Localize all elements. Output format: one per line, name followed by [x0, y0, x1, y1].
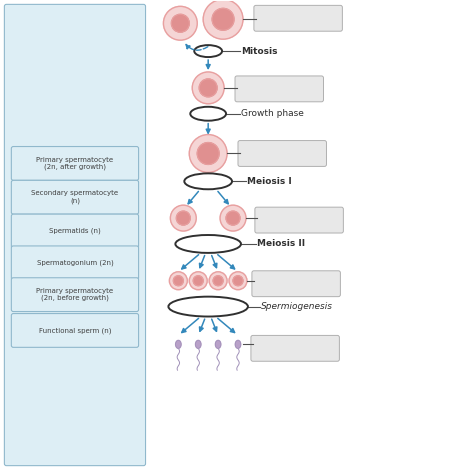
Circle shape [197, 143, 219, 164]
Circle shape [192, 72, 224, 104]
Ellipse shape [235, 340, 241, 348]
Text: Spermatogonium (2n): Spermatogonium (2n) [36, 260, 113, 266]
Circle shape [193, 276, 203, 286]
Ellipse shape [195, 340, 201, 348]
Circle shape [226, 211, 240, 225]
Circle shape [203, 0, 243, 39]
Text: Meiosis II: Meiosis II [257, 239, 305, 248]
FancyBboxPatch shape [11, 180, 138, 214]
FancyBboxPatch shape [238, 141, 327, 167]
FancyBboxPatch shape [11, 246, 138, 280]
Text: Secondary spermatocyte
(n): Secondary spermatocyte (n) [31, 191, 118, 204]
Text: Functional sperm (n): Functional sperm (n) [39, 327, 111, 334]
FancyBboxPatch shape [4, 4, 146, 466]
Circle shape [229, 272, 247, 290]
Circle shape [209, 272, 227, 290]
Circle shape [169, 272, 187, 290]
FancyBboxPatch shape [255, 207, 343, 233]
Circle shape [220, 205, 246, 231]
FancyBboxPatch shape [11, 146, 138, 180]
FancyBboxPatch shape [11, 313, 138, 347]
Circle shape [212, 8, 234, 30]
Circle shape [170, 205, 196, 231]
Circle shape [189, 272, 207, 290]
FancyBboxPatch shape [235, 76, 323, 102]
Ellipse shape [175, 340, 181, 348]
Circle shape [172, 14, 189, 32]
FancyBboxPatch shape [11, 214, 138, 248]
FancyBboxPatch shape [254, 5, 342, 31]
Circle shape [176, 211, 190, 225]
Circle shape [189, 135, 227, 172]
Text: Primary spermatocyte
(2n, after growth): Primary spermatocyte (2n, after growth) [36, 157, 113, 170]
Circle shape [199, 79, 217, 97]
Circle shape [173, 276, 183, 286]
Text: Spermatids (n): Spermatids (n) [49, 228, 101, 234]
Text: Growth phase: Growth phase [241, 109, 304, 118]
Text: Mitosis: Mitosis [241, 47, 277, 56]
FancyBboxPatch shape [251, 336, 339, 361]
FancyBboxPatch shape [11, 278, 138, 312]
Text: Primary spermatocyte
(2n, before growth): Primary spermatocyte (2n, before growth) [36, 288, 113, 302]
Ellipse shape [215, 340, 221, 348]
Text: Meiosis I: Meiosis I [247, 177, 292, 186]
Circle shape [213, 276, 223, 286]
Circle shape [164, 6, 197, 40]
Circle shape [233, 276, 243, 286]
FancyBboxPatch shape [252, 271, 340, 296]
Text: Spermiogenesis: Spermiogenesis [261, 302, 333, 311]
